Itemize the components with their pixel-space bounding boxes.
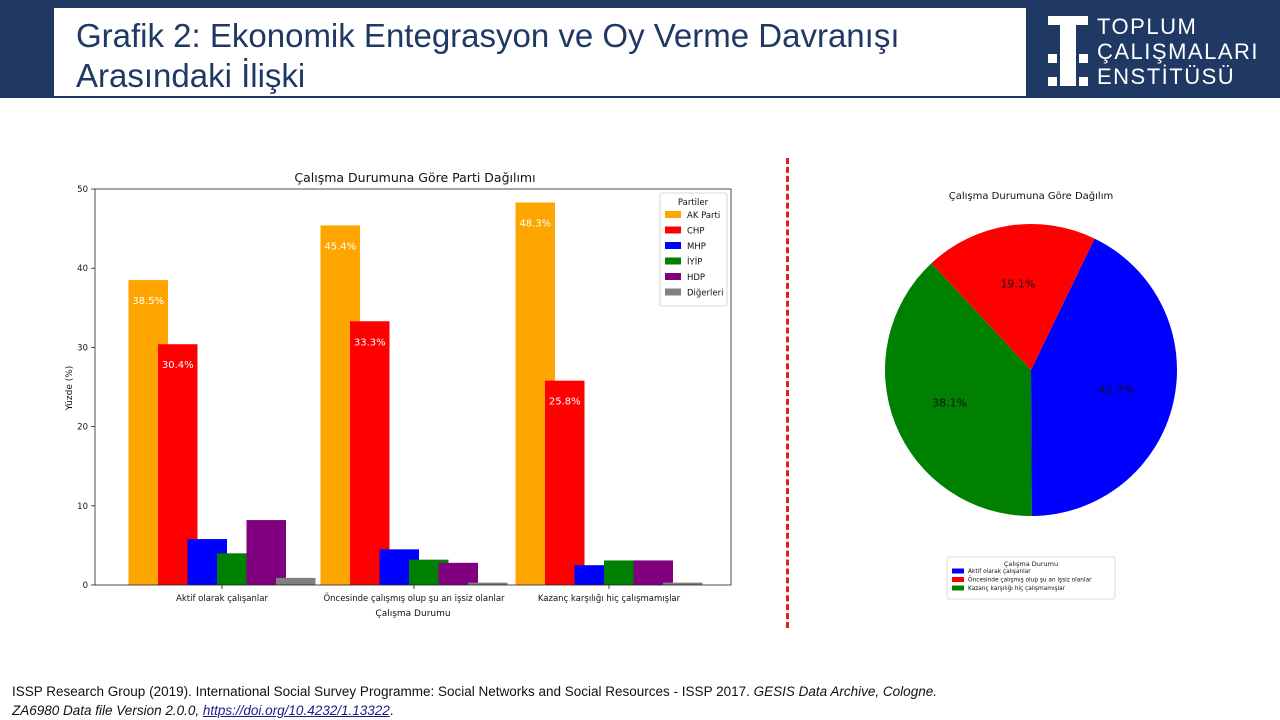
y-tick-label: 30 bbox=[77, 343, 88, 353]
legend-swatch bbox=[665, 273, 681, 280]
source-citation: ISSP Research Group (2019). Internationa… bbox=[12, 682, 1272, 720]
pie-legend-swatch bbox=[952, 568, 964, 574]
pie-legend-label: Öncesinde çalışmış olup şu an işsiz olan… bbox=[968, 577, 1092, 584]
bar-value-label: 45.4% bbox=[324, 241, 356, 252]
legend-swatch bbox=[665, 211, 681, 218]
citation-text: ISSP Research Group (2019). Internationa… bbox=[12, 684, 750, 699]
pie-chart: Çalışma Durumuna Göre Dağılım 38.1% 42.7%… bbox=[885, 190, 1177, 600]
bar bbox=[633, 560, 673, 585]
legend-title: Partiler bbox=[678, 198, 709, 208]
bar bbox=[663, 582, 703, 585]
bar-legend: Partiler AK Parti CHP MHP İYİP HDP Diğerleri bbox=[659, 192, 728, 307]
pie-slice bbox=[1031, 238, 1177, 516]
citation-line-1: ISSP Research Group (2019). Internationa… bbox=[12, 682, 1272, 701]
pie-legend-swatch bbox=[952, 577, 964, 582]
y-tick-label: 50 bbox=[77, 185, 88, 195]
bar bbox=[468, 582, 508, 585]
pie-legend-label: Kazanç karşılığı hiç çalışmamışlar bbox=[968, 585, 1066, 592]
legend-swatch bbox=[665, 288, 681, 296]
pie-slice bbox=[885, 263, 1032, 516]
pie-legend: Çalışma Durumu Aktif olarak çalışanlar Ön… bbox=[946, 556, 1116, 600]
logo-t-mark bbox=[1048, 16, 1088, 86]
doi-link[interactable]: https://doi.org/10.4232/1.13322 bbox=[202, 703, 390, 718]
logo-line-2: ÇALIŞMALARI bbox=[1097, 39, 1259, 64]
pie-legend-swatch bbox=[952, 585, 964, 591]
x-tick-label: Kazanç karşılığı hiç çalışmamışlar bbox=[538, 594, 681, 604]
bar bbox=[438, 562, 478, 585]
citation-line-2: ZA6980 Data file Version 2.0.0, https://… bbox=[12, 701, 1272, 720]
legend-label: İYİP bbox=[687, 257, 702, 268]
header-title-box bbox=[54, 8, 1026, 96]
x-tick-label: Öncesinde çalışmış olup şu an işsiz olan… bbox=[323, 593, 505, 604]
legend-label: AK Parti bbox=[687, 211, 720, 221]
logo-line-1: TOPLUM bbox=[1097, 14, 1198, 39]
legend-label: HDP bbox=[687, 273, 705, 283]
bar-value-label: 33.3% bbox=[354, 337, 386, 348]
x-tick-label: Aktif olarak çalışanlar bbox=[176, 594, 268, 604]
plot-frame bbox=[94, 188, 732, 586]
legend-label: Diğerleri bbox=[687, 289, 723, 299]
y-tick-label: 40 bbox=[77, 264, 88, 274]
bar-value-label: 48.3% bbox=[519, 218, 551, 229]
pie-slice bbox=[931, 224, 1095, 370]
citation-period: . bbox=[389, 703, 394, 718]
bar-chart: Çalışma Durumuna Göre Parti Dağılımı Yüz… bbox=[65, 170, 732, 619]
bar-value-label: 30.4% bbox=[162, 360, 194, 371]
pie-legend-title: Çalışma Durumu bbox=[1004, 560, 1058, 568]
legend-label: CHP bbox=[687, 227, 704, 237]
y-tick-label: 10 bbox=[77, 502, 88, 512]
legend-label: MHP bbox=[687, 242, 706, 252]
bar bbox=[350, 321, 390, 585]
bar-chart-title: Çalışma Durumuna Göre Parti Dağılımı bbox=[294, 170, 535, 185]
bar bbox=[545, 380, 585, 585]
bar-value-label: 25.8% bbox=[549, 397, 581, 408]
pie-chart-title: Çalışma Durumuna Göre Dağılım bbox=[949, 190, 1113, 202]
pie-slice-label: 38.1% bbox=[932, 396, 967, 409]
y-tick-label: 0 bbox=[83, 581, 88, 591]
legend-swatch bbox=[665, 226, 681, 234]
y-axis-label: Yüzde (%) bbox=[65, 366, 75, 412]
pie-slice-label: 19.1% bbox=[1000, 277, 1035, 290]
legend-swatch bbox=[665, 257, 681, 265]
page-title: Grafik 2: Ekonomik Entegrasyon ve Oy Ver… bbox=[76, 17, 900, 94]
logo-line-3: ENSTİTÜSÜ bbox=[1097, 64, 1236, 89]
y-tick-label: 20 bbox=[77, 423, 88, 433]
x-axis-label: Çalışma Durumu bbox=[375, 609, 450, 619]
citation-dataset: ZA6980 Data file Version 2.0.0, bbox=[12, 703, 200, 718]
bar bbox=[276, 577, 316, 585]
dashed-divider bbox=[786, 158, 789, 628]
legend-swatch bbox=[665, 242, 681, 249]
bar bbox=[246, 520, 286, 585]
bar-value-label: 38.5% bbox=[132, 296, 164, 307]
citation-archive: GESIS Data Archive, Cologne. bbox=[753, 684, 937, 699]
pie-legend-label: Aktif olarak çalışanlar bbox=[968, 569, 1031, 575]
pie-slice-label: 42.7% bbox=[1099, 383, 1134, 396]
